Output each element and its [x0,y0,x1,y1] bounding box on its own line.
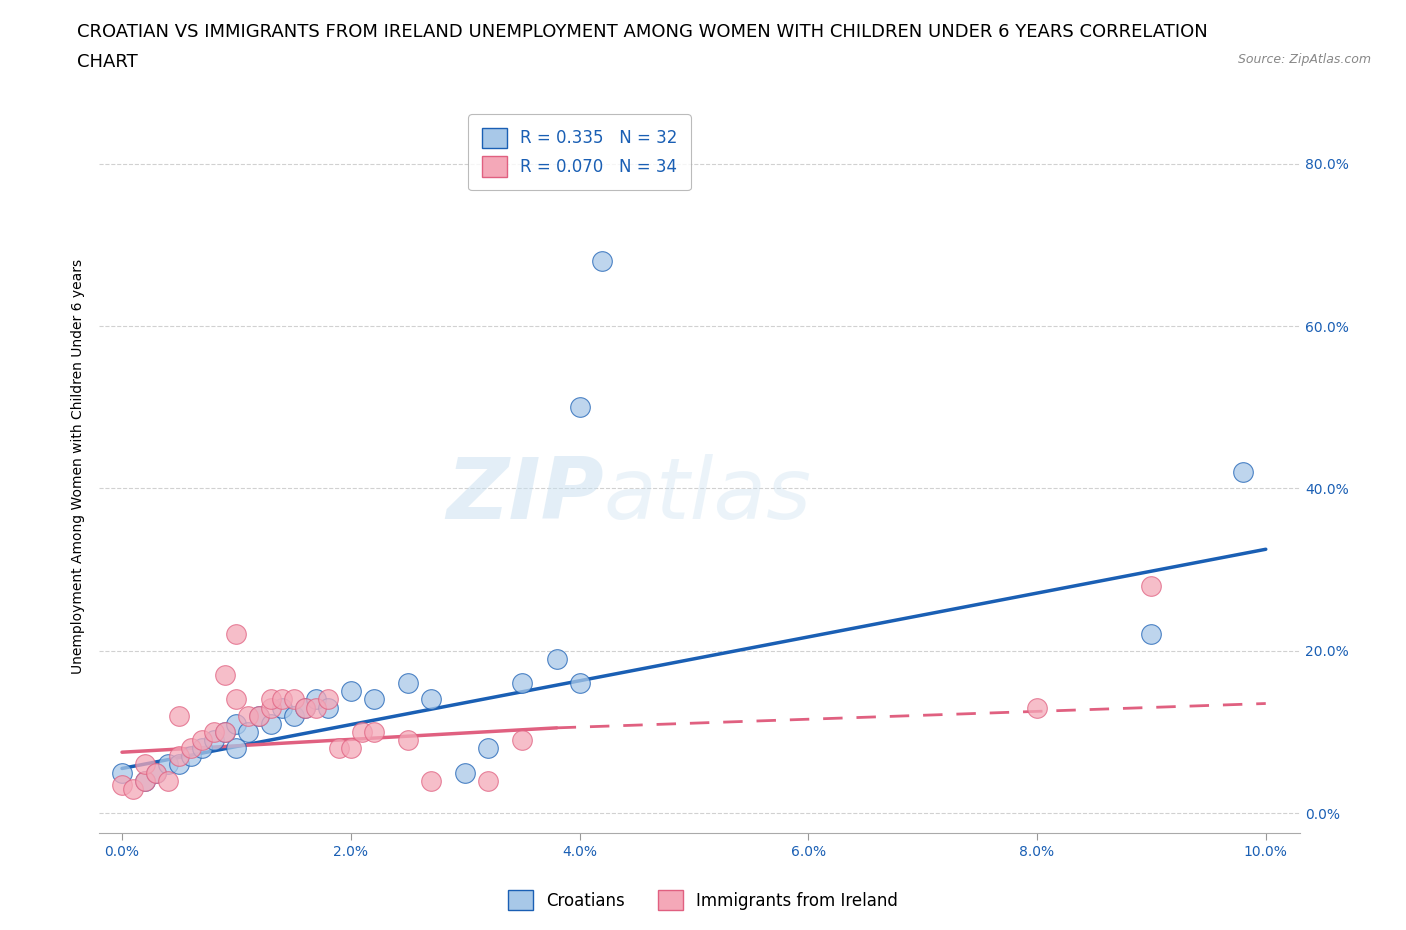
Point [305,692,328,707]
Point [271,700,294,715]
Point [546,651,568,666]
Point [167,757,190,772]
Point [134,773,156,788]
Point [214,668,236,683]
Y-axis label: Unemployment Among Women with Children Under 6 years: Unemployment Among Women with Children U… [72,259,86,673]
Point [236,724,259,739]
Point [191,733,214,748]
Point [260,700,283,715]
Point [339,684,361,698]
Text: atlas: atlas [603,454,811,537]
Point [167,749,190,764]
Point [283,692,305,707]
Point [591,254,613,269]
Point [339,740,361,755]
Point [111,765,134,780]
Point [363,692,385,707]
Point [454,765,477,780]
Point [419,692,441,707]
Point [202,733,225,748]
Point [145,765,167,780]
Point [363,724,385,739]
Point [568,676,591,691]
Legend: R = 0.335   N = 32, R = 0.070   N = 34: R = 0.335 N = 32, R = 0.070 N = 34 [468,114,690,190]
Point [225,627,247,642]
Point [260,716,283,731]
Point [260,692,283,707]
Point [352,724,374,739]
Text: Source: ZipAtlas.com: Source: ZipAtlas.com [1237,53,1371,66]
Text: CROATIAN VS IMMIGRANTS FROM IRELAND UNEMPLOYMENT AMONG WOMEN WITH CHILDREN UNDER: CROATIAN VS IMMIGRANTS FROM IRELAND UNEM… [77,23,1208,41]
Point [236,709,259,724]
Point [316,692,339,707]
Point [122,781,145,796]
Point [283,709,305,724]
Point [167,709,190,724]
Point [568,400,591,415]
Point [191,740,214,755]
Point [1140,627,1163,642]
Point [225,716,247,731]
Point [510,676,533,691]
Point [156,757,179,772]
Text: CHART: CHART [77,53,138,71]
Point [271,692,294,707]
Point [294,700,316,715]
Point [1232,465,1254,480]
Point [202,724,225,739]
Legend: Croatians, Immigrants from Ireland: Croatians, Immigrants from Ireland [501,884,905,917]
Point [214,724,236,739]
Point [247,709,270,724]
Point [156,773,179,788]
Point [1026,700,1049,715]
Point [477,773,499,788]
Point [180,740,202,755]
Point [419,773,441,788]
Point [510,733,533,748]
Text: ZIP: ZIP [446,454,603,537]
Point [134,757,156,772]
Point [134,773,156,788]
Point [396,733,419,748]
Point [477,740,499,755]
Point [214,724,236,739]
Point [225,740,247,755]
Point [180,749,202,764]
Point [247,709,270,724]
Point [111,777,134,792]
Point [316,700,339,715]
Point [294,700,316,715]
Point [328,740,350,755]
Point [305,700,328,715]
Point [396,676,419,691]
Point [225,692,247,707]
Point [1140,578,1163,593]
Point [145,765,167,780]
